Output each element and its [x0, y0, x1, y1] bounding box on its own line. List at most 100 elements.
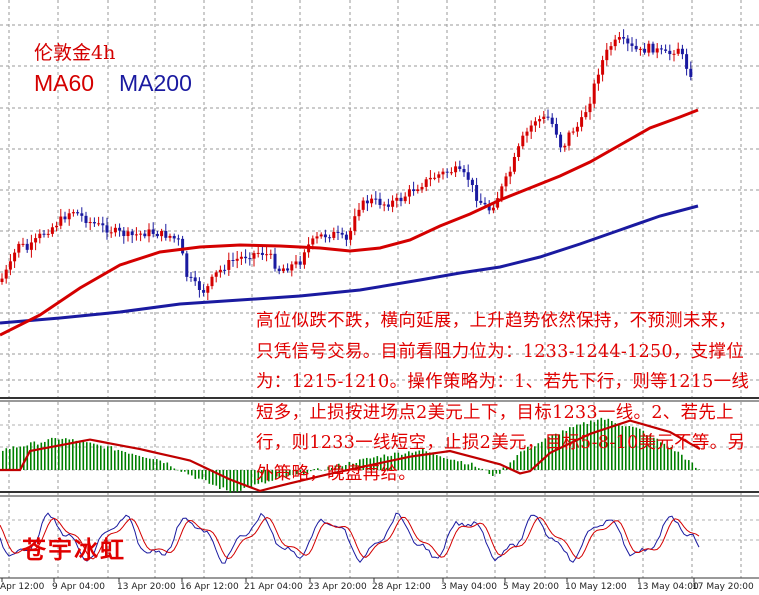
histogram-bar: [586, 423, 589, 470]
histogram-bar: [681, 454, 683, 470]
histogram-bar: [656, 438, 659, 470]
legend-ma60: MA60: [34, 70, 95, 96]
histogram-bar: [334, 465, 337, 470]
candle-body: [269, 253, 273, 255]
histogram-bar: [471, 462, 473, 470]
histogram-bar: [530, 448, 533, 470]
candle-body: [319, 234, 323, 237]
candle-body: [445, 171, 449, 173]
candle-body: [113, 227, 117, 233]
histogram-bar: [359, 459, 361, 470]
candle-body: [42, 233, 46, 235]
candle-body: [433, 177, 437, 179]
candle-body: [605, 49, 609, 61]
histogram-bar: [660, 442, 662, 470]
histogram-bar: [37, 444, 39, 470]
histogram-bar: [23, 446, 25, 470]
histogram-bar: [544, 438, 547, 470]
candle-body: [323, 234, 327, 238]
candle-body: [458, 166, 462, 169]
candle-body: [46, 233, 50, 235]
candle-body: [248, 258, 252, 260]
histogram-bar: [572, 427, 575, 470]
histogram-bar: [670, 446, 673, 470]
candle-body: [382, 204, 386, 206]
histogram-bar: [114, 450, 116, 470]
candle-body: [290, 264, 294, 271]
candle-body: [206, 286, 210, 293]
candle-body: [601, 60, 605, 75]
candle-body: [8, 261, 12, 270]
histogram-bar: [607, 418, 610, 470]
histogram-bar: [653, 437, 655, 470]
histogram-bar: [142, 457, 144, 470]
histogram-bar: [639, 428, 641, 470]
candle-body: [580, 117, 584, 127]
histogram-bar: [152, 459, 155, 470]
histogram-bar: [128, 453, 130, 470]
candle-body: [202, 289, 206, 293]
histogram-bar: [86, 442, 88, 470]
candle-body: [311, 238, 315, 245]
candle-body: [105, 225, 109, 233]
candle-body: [13, 252, 17, 262]
histogram-bar: [467, 464, 470, 470]
stochastic-signal-line: [0, 516, 700, 560]
candle-body: [441, 171, 445, 175]
candle-body: [512, 156, 516, 172]
histogram-bar: [597, 419, 599, 470]
histogram-bar: [362, 458, 365, 470]
histogram-bar: [418, 450, 421, 470]
candle-body: [4, 269, 8, 279]
histogram-bar: [628, 425, 631, 470]
histogram-bar: [695, 467, 697, 470]
candle-body: [298, 261, 302, 265]
candle-body: [428, 177, 432, 180]
candle-body: [567, 132, 571, 146]
candle-body: [517, 146, 521, 157]
candle-body: [281, 268, 285, 272]
candle-body: [168, 235, 172, 238]
candle-body: [588, 103, 592, 113]
candle-body: [265, 254, 269, 256]
candle-body: [546, 116, 550, 118]
histogram-bar: [443, 457, 445, 470]
histogram-bar: [89, 442, 92, 470]
candle-body: [403, 196, 407, 202]
candle-body: [336, 231, 340, 233]
histogram-bar: [5, 448, 8, 470]
histogram-bar: [460, 460, 463, 470]
candle-body: [550, 117, 554, 124]
histogram-bar: [649, 434, 652, 470]
candle-body: [328, 237, 332, 239]
candle-body: [34, 238, 38, 243]
candle-body: [412, 189, 416, 192]
candle-body: [80, 213, 84, 216]
histogram-bar: [320, 470, 323, 471]
histogram-bar: [201, 470, 204, 480]
candle-body: [55, 225, 59, 228]
histogram-bar: [632, 426, 634, 470]
histogram-bar: [345, 465, 347, 470]
candle-body: [554, 123, 558, 135]
candle-body: [38, 233, 42, 239]
candle-body: [521, 135, 525, 147]
candle-body: [655, 48, 659, 53]
histogram-bar: [425, 451, 428, 470]
candle-body: [651, 43, 655, 53]
histogram-bar: [698, 469, 701, 470]
candle-body: [193, 277, 197, 282]
candle-body: [164, 230, 168, 238]
candle-body: [21, 243, 25, 245]
histogram-bar: [61, 438, 64, 470]
candle-body: [147, 229, 151, 237]
candle-body: [185, 253, 189, 277]
candle-body: [584, 112, 588, 118]
panel-borders: [0, 397, 759, 582]
histogram-bar: [534, 446, 536, 470]
histogram-bar: [166, 462, 169, 470]
histogram-bar: [275, 470, 277, 480]
histogram-bar: [674, 451, 676, 470]
histogram-bar: [2, 450, 4, 470]
histogram-bar: [453, 459, 456, 470]
